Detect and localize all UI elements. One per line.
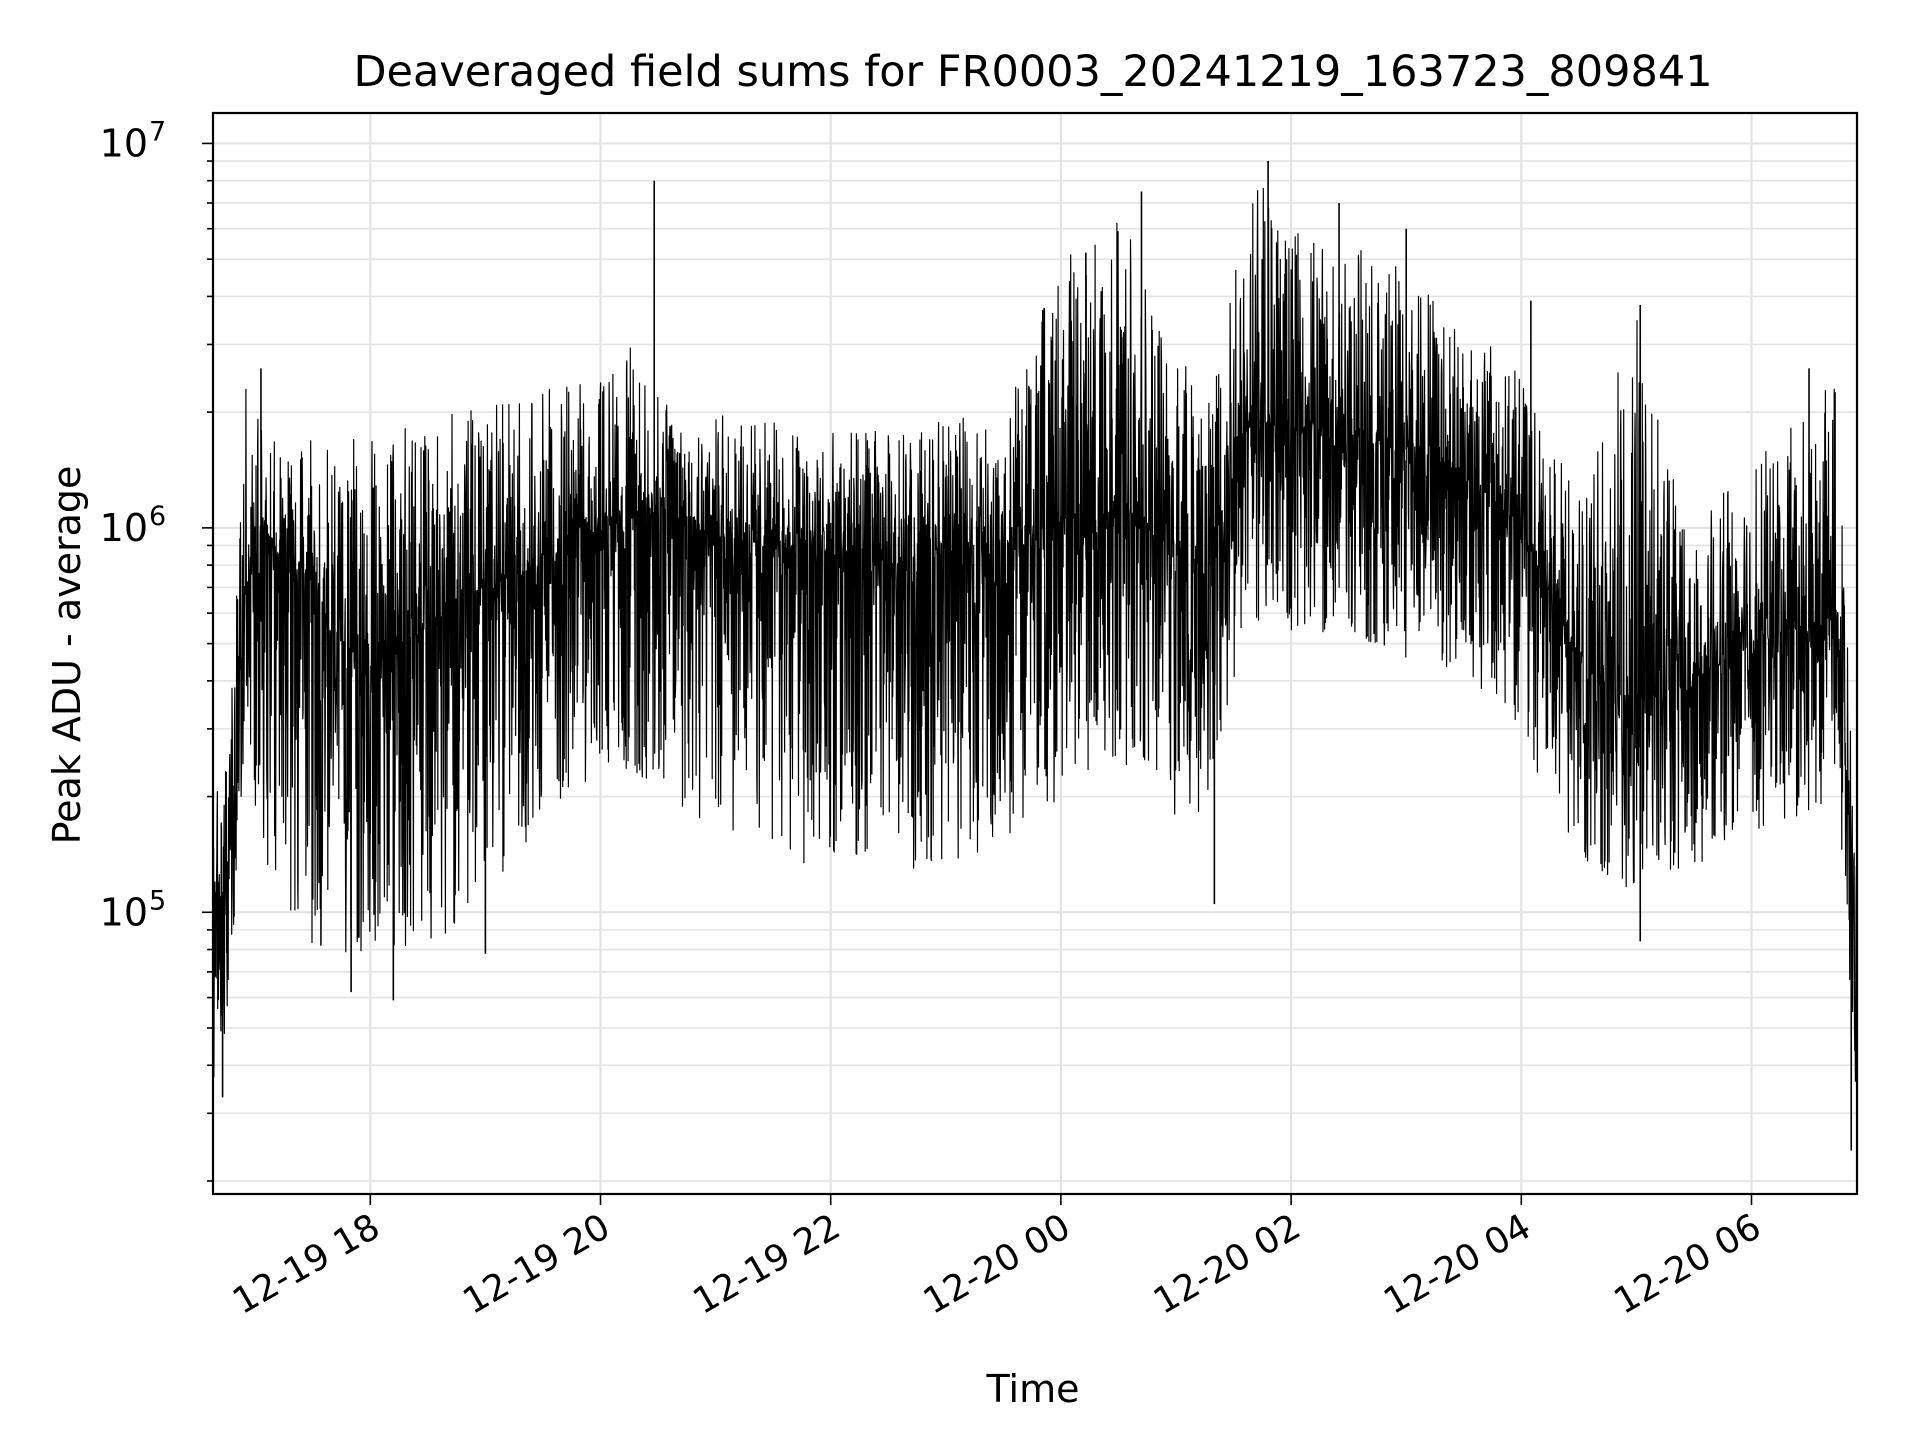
y-tick-label: 10 — [100, 506, 148, 550]
y-tick-base: 10 — [100, 890, 148, 934]
x-tick-label: 12-19 20 — [456, 1206, 617, 1322]
series-line-0 — [212, 187, 1858, 1082]
y-axis-label: Peak ADU - average — [45, 466, 89, 845]
plot-frame — [211, 111, 1859, 1196]
x-tick-label: 12-20 04 — [1377, 1206, 1538, 1322]
x-tick-label: 12-19 18 — [226, 1206, 387, 1322]
y-tick-exponent: 6 — [149, 501, 166, 532]
data-layer — [212, 161, 1858, 1151]
y-tick-label: 10 — [100, 890, 148, 934]
chart-title: Deaveraged field sums for FR0003_2024121… — [353, 47, 1712, 97]
x-tick-label: 12-20 00 — [917, 1206, 1078, 1322]
x-tick-label: 12-20 02 — [1147, 1206, 1308, 1322]
x-tick-label: 12-20 06 — [1607, 1206, 1768, 1322]
x-tick-label: 12-19 22 — [687, 1206, 848, 1322]
y-tick-exponent: 7 — [149, 116, 166, 147]
y-tick-label: 10 — [100, 121, 148, 165]
x-axis-label: Time — [986, 1367, 1080, 1411]
y-tick-exponent: 5 — [149, 885, 166, 916]
y-tick-base: 10 — [100, 121, 148, 165]
y-tick-base: 10 — [100, 506, 148, 550]
